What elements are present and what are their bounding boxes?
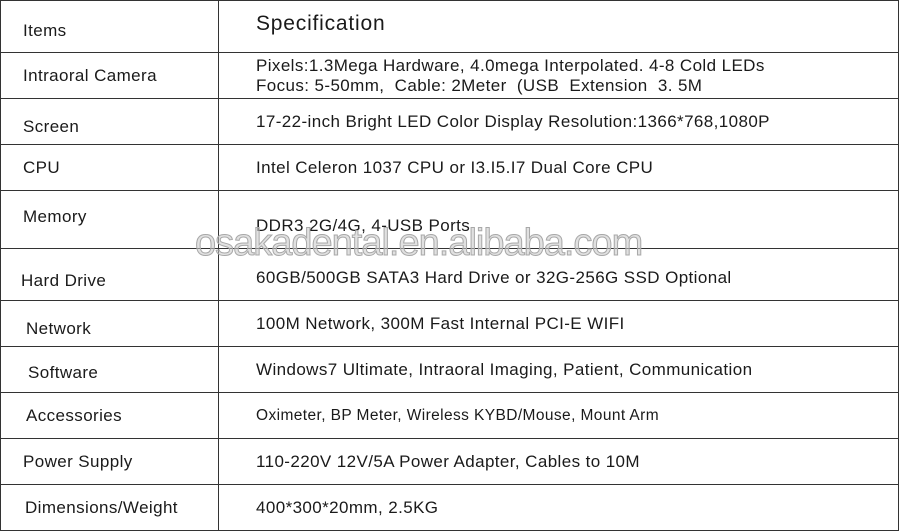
header-specification: Specification [218, 0, 899, 53]
table-row: Power Supply 110-220V 12V/5A Power Adapt… [0, 438, 899, 485]
spec-value: 100M Network, 300M Fast Internal PCI-E W… [218, 300, 899, 347]
table-row: Screen 17-22-inch Bright LED Color Displ… [0, 98, 899, 145]
spec-value: 17-22-inch Bright LED Color Display Reso… [218, 98, 899, 145]
item-label: Power Supply [0, 438, 219, 485]
spec-value: Intel Celeron 1037 CPU or I3.I5.I7 Dual … [218, 144, 899, 191]
item-label: Intraoral Camera [0, 52, 219, 99]
item-label: Hard Drive [0, 248, 219, 301]
table-header-row: Items Specification [0, 0, 899, 53]
table-row: CPU Intel Celeron 1037 CPU or I3.I5.I7 D… [0, 144, 899, 191]
table-row: Hard Drive 60GB/500GB SATA3 Hard Drive o… [0, 248, 899, 301]
table-row: Network 100M Network, 300M Fast Internal… [0, 300, 899, 347]
spec-line: Focus: 5-50mm, Cable: 2Meter (USB Extens… [256, 75, 703, 95]
table-row: Dimensions/Weight 400*300*20mm, 2.5KG [0, 484, 899, 531]
item-label: CPU [0, 144, 219, 191]
spec-value: Pixels:1.3Mega Hardware, 4.0mega Interpo… [218, 52, 899, 99]
spec-line: Pixels:1.3Mega Hardware, 4.0mega Interpo… [256, 55, 765, 75]
spec-value: 400*300*20mm, 2.5KG [218, 484, 899, 531]
table-row: Accessories Oximeter, BP Meter, Wireless… [0, 392, 899, 439]
item-label: Software [0, 346, 219, 393]
spec-value: Windows7 Ultimate, Intraoral Imaging, Pa… [218, 346, 899, 393]
item-label: Accessories [0, 392, 219, 439]
table-row: Intraoral Camera Pixels:1.3Mega Hardware… [0, 52, 899, 99]
table-row: Memory DDR3 2G/4G, 4-USB Ports [0, 190, 899, 249]
item-label: Memory [0, 190, 219, 249]
item-label: Dimensions/Weight [0, 484, 219, 531]
spec-value: 110-220V 12V/5A Power Adapter, Cables to… [218, 438, 899, 485]
item-label: Screen [0, 98, 219, 145]
header-items: Items [0, 0, 219, 53]
table-row: Software Windows7 Ultimate, Intraoral Im… [0, 346, 899, 393]
spec-value: DDR3 2G/4G, 4-USB Ports [218, 190, 899, 249]
item-label: Network [0, 300, 219, 347]
spec-value: Oximeter, BP Meter, Wireless KYBD/Mouse,… [218, 392, 899, 439]
spec-value: 60GB/500GB SATA3 Hard Drive or 32G-256G … [218, 248, 899, 301]
